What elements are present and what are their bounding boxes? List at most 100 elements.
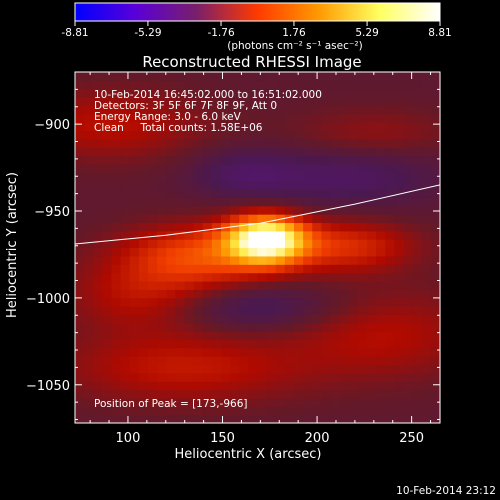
heatmap-cell	[211, 72, 222, 81]
heatmap-cell	[430, 214, 441, 224]
heatmap-cell	[275, 322, 286, 332]
heatmap-cell	[248, 214, 259, 224]
heatmap-cell	[184, 172, 195, 182]
info-detectors: Detectors: 3F 5F 6F 7F 8F 9F, Att 0	[94, 100, 277, 112]
heatmap-cell	[129, 105, 140, 115]
heatmap-cell	[148, 364, 158, 374]
heatmap-cell	[148, 397, 158, 407]
heatmap-cell	[294, 397, 304, 407]
heatmap-cell	[248, 364, 259, 374]
heatmap-cell	[166, 189, 176, 198]
heatmap-cell	[312, 272, 322, 282]
heatmap-cell	[184, 297, 195, 307]
heatmap-cell	[394, 414, 405, 424]
heatmap-cell	[184, 180, 195, 190]
heatmap-cell	[284, 406, 295, 416]
heatmap-cell	[239, 306, 249, 315]
heatmap-cell	[148, 339, 158, 349]
heatmap-cell	[84, 280, 94, 290]
heatmap-cell	[412, 356, 423, 366]
heatmap-cell	[129, 397, 140, 407]
heatmap-cell	[339, 331, 350, 341]
heatmap-cell	[403, 322, 414, 332]
heatmap-cell	[303, 97, 313, 107]
heatmap-cell	[376, 197, 386, 207]
heatmap-cell	[367, 356, 377, 366]
heatmap-cell	[84, 339, 94, 349]
heatmap-cell	[84, 88, 94, 98]
heatmap-cell	[357, 314, 368, 324]
heatmap-cell	[166, 222, 176, 232]
heatmap-cell	[303, 180, 313, 190]
heatmap-cell	[75, 414, 85, 424]
plot-frame	[74, 71, 441, 424]
heatmap-cell	[348, 147, 359, 157]
heatmap-cell	[257, 306, 268, 315]
footer-timestamp: 10-Feb-2014 23:12	[396, 485, 496, 497]
heatmap-cell	[412, 239, 423, 249]
heatmap-cell	[239, 381, 249, 391]
heatmap-cell	[312, 280, 322, 290]
heatmap-cell	[129, 239, 140, 249]
heatmap-cell	[175, 239, 186, 249]
heatmap-cell	[385, 113, 395, 123]
heatmap-cell	[284, 389, 295, 399]
heatmap-cell	[148, 138, 158, 148]
heatmap-cell	[120, 306, 131, 315]
heatmap-cell	[102, 189, 113, 198]
heatmap-cell	[321, 105, 332, 115]
heatmap-cell	[339, 255, 350, 265]
heatmap-cell	[394, 247, 405, 257]
heatmap-cell	[376, 214, 386, 224]
heatmap-cell	[93, 347, 103, 357]
heatmap-cell	[330, 314, 341, 324]
heatmap-cell	[239, 222, 249, 232]
heatmap-cell	[211, 172, 222, 182]
heatmap-cell	[348, 122, 359, 132]
heatmap-cell	[148, 272, 158, 282]
heatmap-cell	[348, 297, 359, 307]
heatmap-cell	[221, 364, 231, 374]
heatmap-cell	[111, 306, 122, 315]
heatmap-cell	[330, 289, 341, 299]
heatmap-cell	[312, 364, 322, 374]
heatmap-cell	[75, 180, 85, 190]
heatmap-cell	[211, 180, 222, 190]
heatmap-cell	[339, 197, 350, 207]
heatmap-cell	[93, 163, 103, 173]
heatmap-cell	[430, 155, 441, 165]
heatmap-cell	[221, 130, 231, 140]
heatmap-cell	[367, 406, 377, 416]
heatmap-cell	[138, 72, 149, 81]
heatmap-cell	[175, 72, 186, 81]
heatmap-cell	[84, 122, 94, 132]
heatmap-cell	[184, 222, 195, 232]
heatmap-cell	[202, 347, 213, 357]
heatmap-cell	[275, 397, 286, 407]
heatmap-cell	[148, 172, 158, 182]
heatmap-cell	[321, 414, 332, 424]
heatmap-cell	[376, 397, 386, 407]
heatmap-cell	[376, 205, 386, 215]
heatmap-cell	[202, 264, 213, 274]
heatmap-cell	[303, 72, 313, 81]
heatmap-cell	[221, 138, 231, 148]
colorbar-tick-label: -1.76	[207, 27, 234, 39]
heatmap-cell	[202, 414, 213, 424]
heatmap-cell	[221, 105, 231, 115]
heatmap-cells	[75, 72, 441, 424]
heatmap-cell	[421, 339, 432, 349]
heatmap-cell	[166, 80, 176, 90]
heatmap-cell	[266, 205, 277, 215]
heatmap-cell	[148, 356, 158, 366]
heatmap-cell	[239, 389, 249, 399]
heatmap-cell	[357, 189, 368, 198]
heatmap-cell	[376, 381, 386, 391]
heatmap-cell	[111, 239, 122, 249]
heatmap-cell	[230, 389, 240, 399]
heatmap-cell	[120, 197, 131, 207]
heatmap-cell	[421, 138, 432, 148]
heatmap-cell	[84, 414, 94, 424]
heatmap-cell	[230, 130, 240, 140]
heatmap-cell	[202, 272, 213, 282]
